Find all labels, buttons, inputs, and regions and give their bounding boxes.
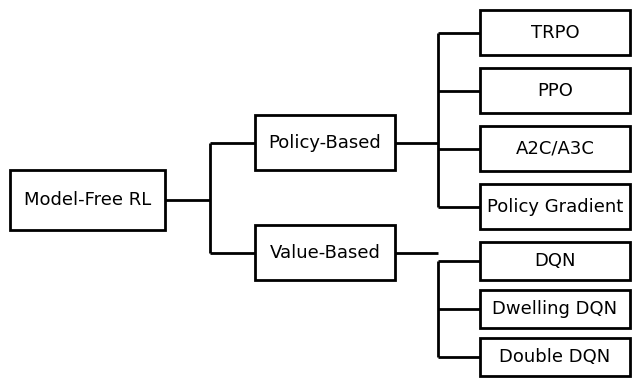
FancyBboxPatch shape [10, 170, 165, 230]
Text: TRPO: TRPO [531, 23, 579, 42]
Text: PPO: PPO [537, 82, 573, 99]
FancyBboxPatch shape [480, 126, 630, 171]
Text: Value-Based: Value-Based [269, 243, 380, 261]
Text: A2C/A3C: A2C/A3C [516, 139, 595, 157]
FancyBboxPatch shape [255, 225, 395, 280]
FancyBboxPatch shape [480, 10, 630, 55]
Text: Policy-Based: Policy-Based [269, 134, 381, 152]
FancyBboxPatch shape [480, 184, 630, 229]
Text: DQN: DQN [534, 252, 576, 270]
FancyBboxPatch shape [480, 338, 630, 376]
FancyBboxPatch shape [480, 68, 630, 113]
FancyBboxPatch shape [255, 115, 395, 170]
Text: Double DQN: Double DQN [499, 348, 611, 366]
FancyBboxPatch shape [480, 290, 630, 328]
FancyBboxPatch shape [480, 242, 630, 280]
Text: Dwelling DQN: Dwelling DQN [492, 300, 618, 318]
Text: Policy Gradient: Policy Gradient [487, 198, 623, 216]
Text: Model-Free RL: Model-Free RL [24, 191, 151, 209]
